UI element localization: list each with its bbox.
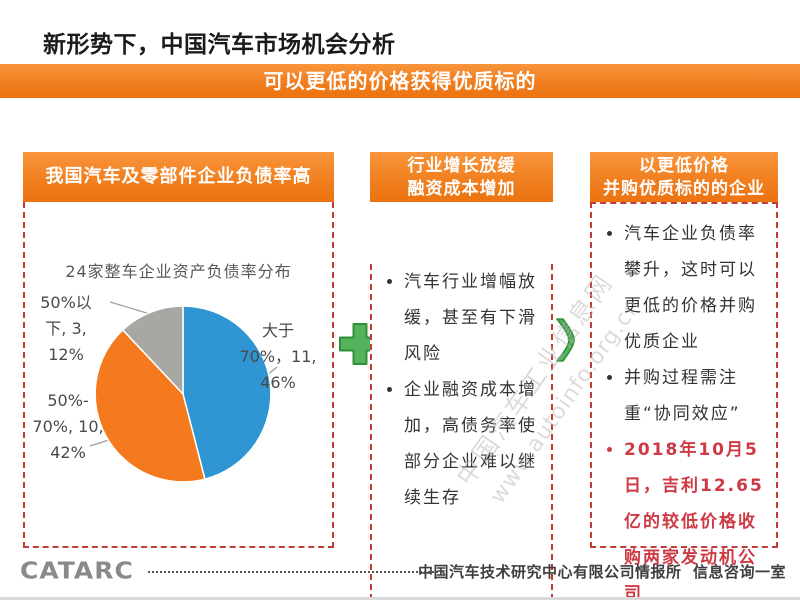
subtitle-banner-text: 可以更低的价格获得优质标的 xyxy=(263,69,537,93)
pie-chart xyxy=(89,301,278,483)
catarc-logo: CATARC xyxy=(20,557,134,584)
column-industry-header-line1: 行业增长放缓 xyxy=(407,156,516,176)
pie-label-50to70-line3: 42% xyxy=(50,443,86,462)
pie-label-50to70-line2: 70%, 10, xyxy=(32,417,104,436)
pie-slice-lt50 xyxy=(121,305,184,396)
page-title: 新形势下，中国汽车市场机会分析 xyxy=(43,32,396,58)
pie-label-gt70-line2: 70%，11, xyxy=(239,347,317,366)
bullet-item: 汽车企业负债率攀升，这时可以更低的价格并购优质企业 xyxy=(602,216,770,360)
column-industry-slowdown-header: 行业增长放缓 融资成本增加 xyxy=(370,152,553,202)
bullet-item-highlight: 2018年10月5日，吉利12.65亿的较低价格收购两家发动机公司 xyxy=(602,432,770,600)
pie-label-gt70-line1: 大于 xyxy=(261,321,294,340)
industry-bullet-list: 汽车行业增幅放缓，甚至有下滑风险 企业融资成本增加，高债务率使部分企业难以继续生… xyxy=(372,264,551,516)
bullet-item: 并购过程需注重“协同效应” xyxy=(602,360,770,432)
pie-label-lt50-line2: 下, 3, xyxy=(45,319,87,338)
footer: CATARC 中国汽车技术研究中心有限公司情报所 信息咨询一室 xyxy=(0,552,800,596)
pie-slice-gt70 xyxy=(182,305,272,481)
pie-label-lt50-line1: 50%以 xyxy=(40,293,92,312)
column-industry-slowdown: 行业增长放缓 融资成本增加 汽车行业增幅放缓，甚至有下滑风险 企业融资成本增加，… xyxy=(370,152,553,600)
column-acquisition: 以更低价格 并购优质标的的企业 汽车企业负债率攀升，这时可以更低的价格并购优质企… xyxy=(590,152,778,600)
pie-label-gt70-line3: 46% xyxy=(260,373,296,392)
chevron-right-icon xyxy=(556,318,575,362)
pie-label-lt50: 50%以 下, 3, 12% xyxy=(33,290,99,368)
column-industry-header-line2: 融资成本增加 xyxy=(407,179,516,199)
column-debt-ratio-header-text: 我国汽车及零部件企业负债率高 xyxy=(45,166,312,187)
subtitle-banner: 可以更低的价格获得优质标的 xyxy=(0,64,800,98)
column-acquisition-header: 以更低价格 并购优质标的的企业 xyxy=(590,152,778,202)
column-industry-slowdown-body: 汽车行业增幅放缓，甚至有下滑风险 企业融资成本增加，高债务率使部分企业难以继续生… xyxy=(370,264,553,600)
footer-divider xyxy=(148,571,438,573)
pie-label-lt50-line3: 12% xyxy=(48,345,84,364)
pie-chart-title: 24家整车企业资产负债率分布 xyxy=(65,262,292,281)
column-acquisition-header-line1: 以更低价格 xyxy=(639,156,729,176)
column-acquisition-body: 汽车企业负债率攀升，这时可以更低的价格并购优质企业 并购过程需注重“协同效应” … xyxy=(590,202,778,600)
pie-slice-50to70 xyxy=(94,328,206,483)
column-acquisition-header-line2: 并购优质标的的企业 xyxy=(603,179,765,199)
pie-label-gt70: 大于 70%，11, 46% xyxy=(237,318,319,396)
pie-label-50to70: 50%- 70%, 10, 42% xyxy=(27,388,109,466)
acquisition-bullet-list: 汽车企业负债率攀升，这时可以更低的价格并购优质企业 并购过程需注重“协同效应” … xyxy=(592,216,776,600)
column-debt-ratio: 我国汽车及零部件企业负债率高 24家整车企业资产负债率分布 大于 70%，11,… xyxy=(23,152,334,548)
bottom-edge-line xyxy=(0,597,800,600)
bullet-item: 企业融资成本增加，高债务率使部分企业难以继续生存 xyxy=(382,372,545,516)
column-debt-ratio-header: 我国汽车及零部件企业负债率高 xyxy=(23,152,334,202)
column-debt-ratio-body: 24家整车企业资产负债率分布 大于 70%，11, 46% 50%以 下, 3,… xyxy=(23,202,334,548)
plus-icon xyxy=(339,323,381,365)
footer-org-text: 中国汽车技术研究中心有限公司情报所 信息咨询一室 xyxy=(418,563,786,581)
bullet-item: 汽车行业增幅放缓，甚至有下滑风险 xyxy=(382,264,545,372)
pie-label-50to70-line1: 50%- xyxy=(47,391,89,410)
